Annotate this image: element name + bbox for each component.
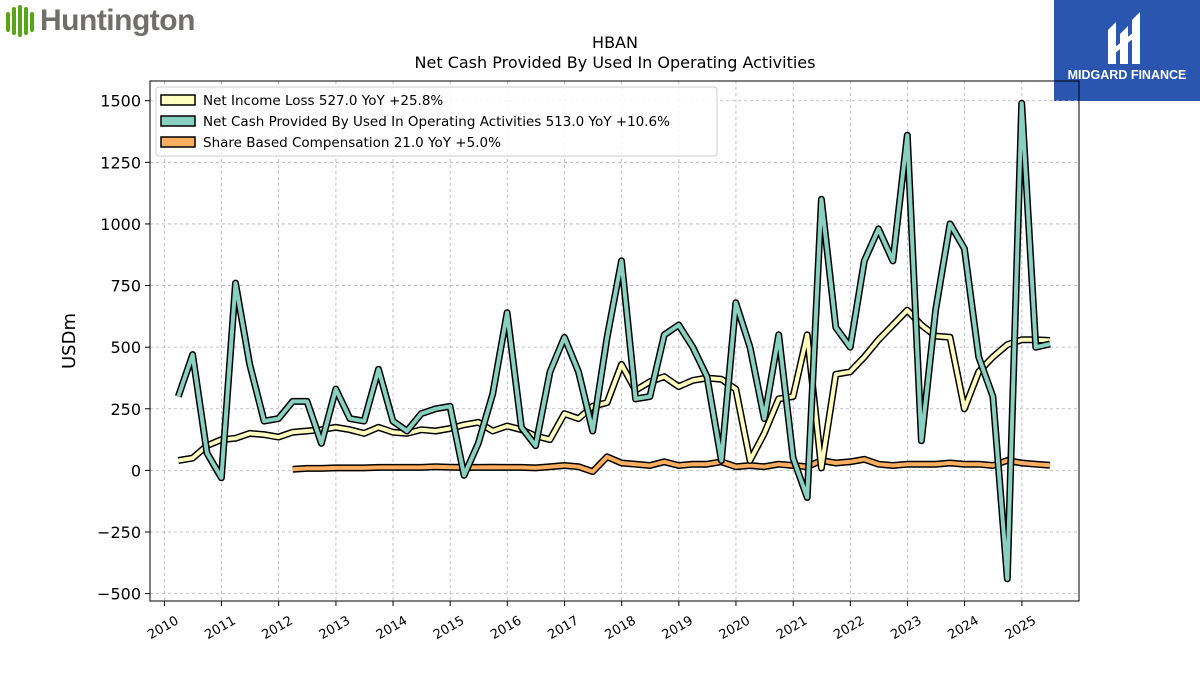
x-tick-label: 2025 [1003,613,1039,643]
legend-swatch [160,115,196,127]
legend-swatch [160,94,196,106]
huntington-leaf-icon [6,5,34,37]
x-axis: 2010 2011 2012 2013 2014 2015 2016 2017 2018 2019… [145,601,1039,643]
x-tick-label: 2023 [888,613,924,643]
x-tick-label: 2014 [374,613,410,643]
series-outline-2 [174,99,1051,583]
y-tick-label: 250 [110,400,141,419]
x-tick-label: 2020 [717,613,753,643]
series-line-2 [176,101,1051,581]
midgard-finance-logo: MIDGARD FINANCE [1054,0,1200,101]
y-axis-label: USDm [59,313,80,369]
y-tick-label: 1250 [100,153,141,172]
x-tick-label: 2017 [545,613,581,643]
y-tick-label: 0 [131,461,141,480]
x-tick-label: 2022 [831,613,867,643]
legend-entry: Net Income Loss 527.0 YoY +25.8% [203,93,443,109]
legend-entry: Net Cash Provided By Used In Operating A… [203,114,670,130]
chart-subtitle: Net Cash Provided By Used In Operating A… [415,53,816,72]
x-tick-label: 2024 [945,613,981,643]
legend-entry: Share Based Compensation 21.0 YoY +5.0% [203,135,501,151]
y-tick-label: −250 [97,523,141,542]
y-tick-label: 1500 [100,92,141,111]
chart-title: HBAN [592,33,638,52]
series-line-3 [292,454,1051,474]
x-tick-label: 2016 [488,613,524,643]
grid [150,81,1079,601]
x-tick-label: 2010 [145,613,181,643]
huntington-logo: Huntington [4,4,195,38]
legend-swatch [160,136,196,148]
x-tick-label: 2019 [660,613,696,643]
y-axis: −500 −250 0 250 500 750 1000 1250 1500 [97,92,150,604]
x-tick-label: 2012 [259,613,295,643]
x-tick-label: 2018 [603,613,639,643]
midgard-logo-text: MIDGARD FINANCE [1067,68,1187,82]
legend: Net Income Loss 527.0 YoY +25.8% Net Cash… [155,86,718,157]
x-tick-label: 2013 [317,613,353,643]
x-tick-label: 2021 [774,613,810,643]
y-tick-label: 750 [110,277,141,296]
x-tick-label: 2011 [202,613,238,643]
y-tick-label: 1000 [100,215,141,234]
y-tick-label: −500 [97,585,141,604]
series-lines [174,99,1051,583]
huntington-logo-text: Huntington [40,4,195,37]
legend-box [155,86,718,157]
midgard-monogram-icon [1108,12,1140,64]
x-tick-label: 2015 [431,613,467,643]
y-tick-label: 500 [110,338,141,357]
plot-frame [149,80,1080,602]
